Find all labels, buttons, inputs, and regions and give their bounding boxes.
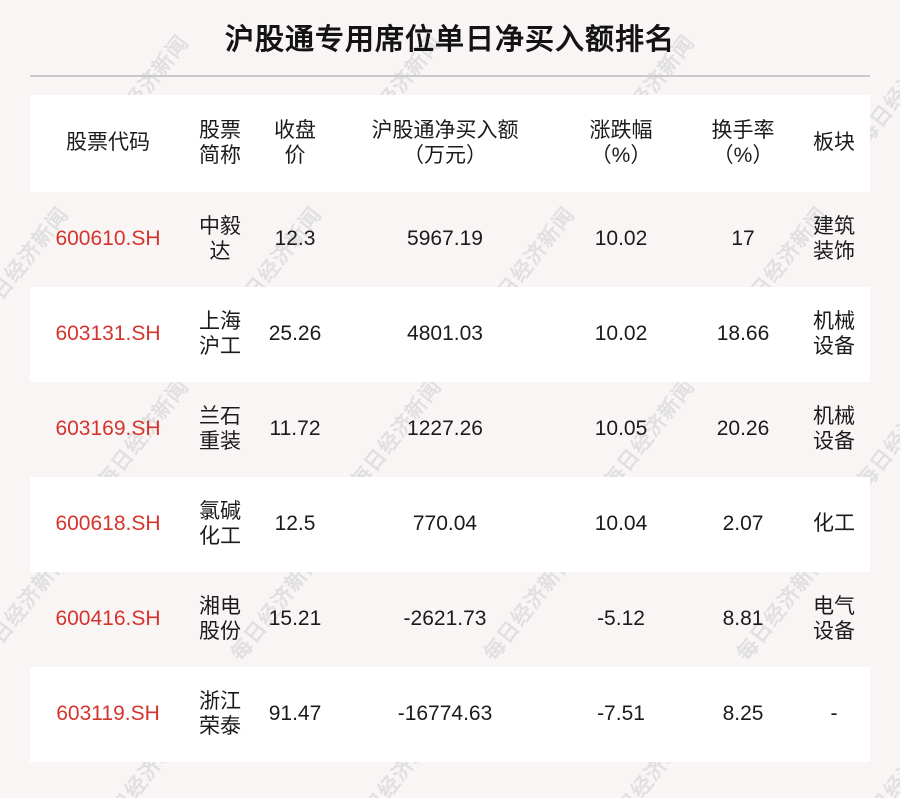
cell-close-price: 12.3 bbox=[274, 227, 316, 251]
cell-change-pct: 10.02 bbox=[594, 322, 648, 346]
title-divider bbox=[30, 75, 870, 77]
column-header-close-price: 收盘价 bbox=[254, 95, 336, 192]
table-row[interactable]: 600618.SH 氯碱 化工 12.5 770.04 10.04 2.07 化工 bbox=[30, 477, 870, 572]
cell-sector: 电气 设备 bbox=[798, 572, 870, 667]
column-header-line2: （%） bbox=[712, 143, 774, 167]
cell-net-buy: 770.04 bbox=[412, 512, 478, 536]
cell-close-price: 25.26 bbox=[268, 322, 322, 346]
cell-turnover-pct: 20.26 bbox=[716, 417, 770, 441]
cell-close-price: 15.21 bbox=[268, 607, 322, 631]
cell-sector: 建筑 装饰 bbox=[798, 192, 870, 287]
cell-stock-name-line1: 中毅 bbox=[199, 214, 241, 238]
table-row[interactable]: 603169.SH 兰石 重装 11.72 1227.26 10.05 20.26… bbox=[30, 382, 870, 477]
page-title: 沪股通专用席位单日净买入额排名 bbox=[224, 24, 675, 56]
column-header-line1: 收盘 bbox=[274, 118, 316, 142]
cell-stock-name-line2: 达 bbox=[209, 239, 231, 263]
cell-stock-code[interactable]: 603131.SH bbox=[55, 322, 161, 346]
table-row[interactable]: 600610.SH 中毅达 12.3 5967.19 10.02 17 建筑 装饰 bbox=[30, 192, 870, 287]
cell-net-buy: 5967.19 bbox=[407, 227, 483, 251]
cell-stock-name-line2: 重装 bbox=[199, 429, 241, 453]
cell-stock-name-line2: 股份 bbox=[199, 619, 241, 643]
cell-change-pct: 10.02 bbox=[594, 227, 648, 251]
cell-change-pct: -5.12 bbox=[597, 607, 645, 631]
column-header-line2: （万元） bbox=[403, 143, 487, 167]
cell-sector-line1: 机械 bbox=[813, 309, 855, 333]
column-header-line1: 涨跌幅 bbox=[589, 118, 653, 142]
cell-turnover-pct: 8.25 bbox=[722, 702, 764, 726]
cell-stock-name-line2: 沪工 bbox=[199, 334, 241, 358]
table-row[interactable]: 603131.SH 上海 沪工 25.26 4801.03 10.02 18.66… bbox=[30, 287, 870, 382]
cell-sector-line2: 设备 bbox=[813, 334, 855, 358]
cell-sector: 机械 设备 bbox=[798, 287, 870, 382]
cell-close-price: 11.72 bbox=[269, 417, 321, 441]
column-header-line1: 换手率 bbox=[711, 118, 775, 142]
column-header-line1: 股票 bbox=[199, 118, 241, 142]
column-header-line2: 简称 bbox=[199, 143, 241, 167]
cell-sector-line2: 设备 bbox=[813, 619, 855, 643]
cell-stock-name: 氯碱 化工 bbox=[186, 477, 254, 572]
cell-net-buy: -16774.63 bbox=[397, 702, 493, 726]
cell-stock-name-line2: 化工 bbox=[199, 524, 241, 548]
cell-turnover-pct: 8.81 bbox=[722, 607, 764, 631]
cell-sector: - bbox=[798, 667, 870, 762]
cell-stock-code[interactable]: 603169.SH bbox=[55, 417, 161, 441]
cell-change-pct: 10.04 bbox=[594, 512, 648, 536]
cell-stock-name: 浙江 荣泰 bbox=[186, 667, 254, 762]
cell-stock-name-line1: 浙江 bbox=[199, 689, 241, 713]
cell-sector-line1: 化工 bbox=[813, 512, 855, 536]
cell-stock-name-line2: 荣泰 bbox=[199, 714, 241, 738]
cell-net-buy: 1227.26 bbox=[407, 417, 483, 441]
cell-sector-line2: 装饰 bbox=[813, 239, 855, 263]
cell-net-buy: -2621.73 bbox=[403, 607, 487, 631]
column-header-net-buy: 沪股通净买入额 （万元） bbox=[336, 95, 554, 192]
cell-stock-name-line1: 上海 bbox=[199, 309, 241, 333]
cell-sector: 机械 设备 bbox=[798, 382, 870, 477]
cell-turnover-pct: 2.07 bbox=[722, 512, 764, 536]
cell-stock-name: 中毅达 bbox=[186, 192, 254, 287]
column-header-stock-code: 股票代码 bbox=[30, 95, 186, 192]
cell-sector: 化工 bbox=[798, 477, 870, 572]
cell-stock-name-line1: 兰石 bbox=[199, 404, 241, 428]
cell-close-price: 91.47 bbox=[268, 702, 322, 726]
column-header-line1: 板块 bbox=[813, 131, 855, 155]
column-header-change-pct: 涨跌幅 （%） bbox=[554, 95, 688, 192]
cell-stock-name-line1: 湘电 bbox=[199, 594, 241, 618]
cell-change-pct: 10.05 bbox=[594, 417, 648, 441]
column-header-line1: 沪股通净买入额 bbox=[371, 118, 519, 142]
cell-stock-name: 上海 沪工 bbox=[186, 287, 254, 382]
cell-sector-line2: 设备 bbox=[813, 429, 855, 453]
cell-stock-name: 兰石 重装 bbox=[186, 382, 254, 477]
cell-stock-code[interactable]: 603119.SH bbox=[56, 702, 160, 726]
cell-sector-line1: 建筑 bbox=[813, 214, 855, 238]
cell-turnover-pct: 18.66 bbox=[716, 322, 770, 346]
ranking-table: 股票代码 股票 简称 收盘价 沪股通净买入额 （万元） 涨跌幅 （%） 换手率 （%） … bbox=[30, 95, 870, 762]
column-header-line1: 股票代码 bbox=[66, 131, 150, 155]
table-header-row: 股票代码 股票 简称 收盘价 沪股通净买入额 （万元） 涨跌幅 （%） 换手率 （%） … bbox=[30, 95, 870, 192]
cell-sector-line1: 电气 bbox=[813, 594, 855, 618]
cell-stock-code[interactable]: 600416.SH bbox=[55, 607, 161, 631]
table-row[interactable]: 600416.SH 湘电 股份 15.21 -2621.73 -5.12 8.81… bbox=[30, 572, 870, 667]
cell-stock-name: 湘电 股份 bbox=[186, 572, 254, 667]
cell-stock-code[interactable]: 600618.SH bbox=[55, 512, 161, 536]
cell-net-buy: 4801.03 bbox=[407, 322, 483, 346]
cell-change-pct: -7.51 bbox=[597, 702, 645, 726]
cell-stock-code[interactable]: 600610.SH bbox=[55, 227, 161, 251]
column-header-stock-name: 股票 简称 bbox=[186, 95, 254, 192]
column-header-line2: 价 bbox=[284, 143, 306, 167]
table-row[interactable]: 603119.SH 浙江 荣泰 91.47 -16774.63 -7.51 8.2… bbox=[30, 667, 870, 762]
cell-sector-line1: - bbox=[830, 702, 838, 726]
cell-sector-line1: 机械 bbox=[813, 404, 855, 428]
cell-close-price: 12.5 bbox=[274, 512, 316, 536]
column-header-sector: 板块 bbox=[798, 95, 870, 192]
column-header-turnover-pct: 换手率 （%） bbox=[688, 95, 798, 192]
cell-turnover-pct: 17 bbox=[731, 227, 755, 251]
cell-stock-name-line1: 氯碱 bbox=[199, 499, 241, 523]
column-header-line2: （%） bbox=[590, 143, 652, 167]
